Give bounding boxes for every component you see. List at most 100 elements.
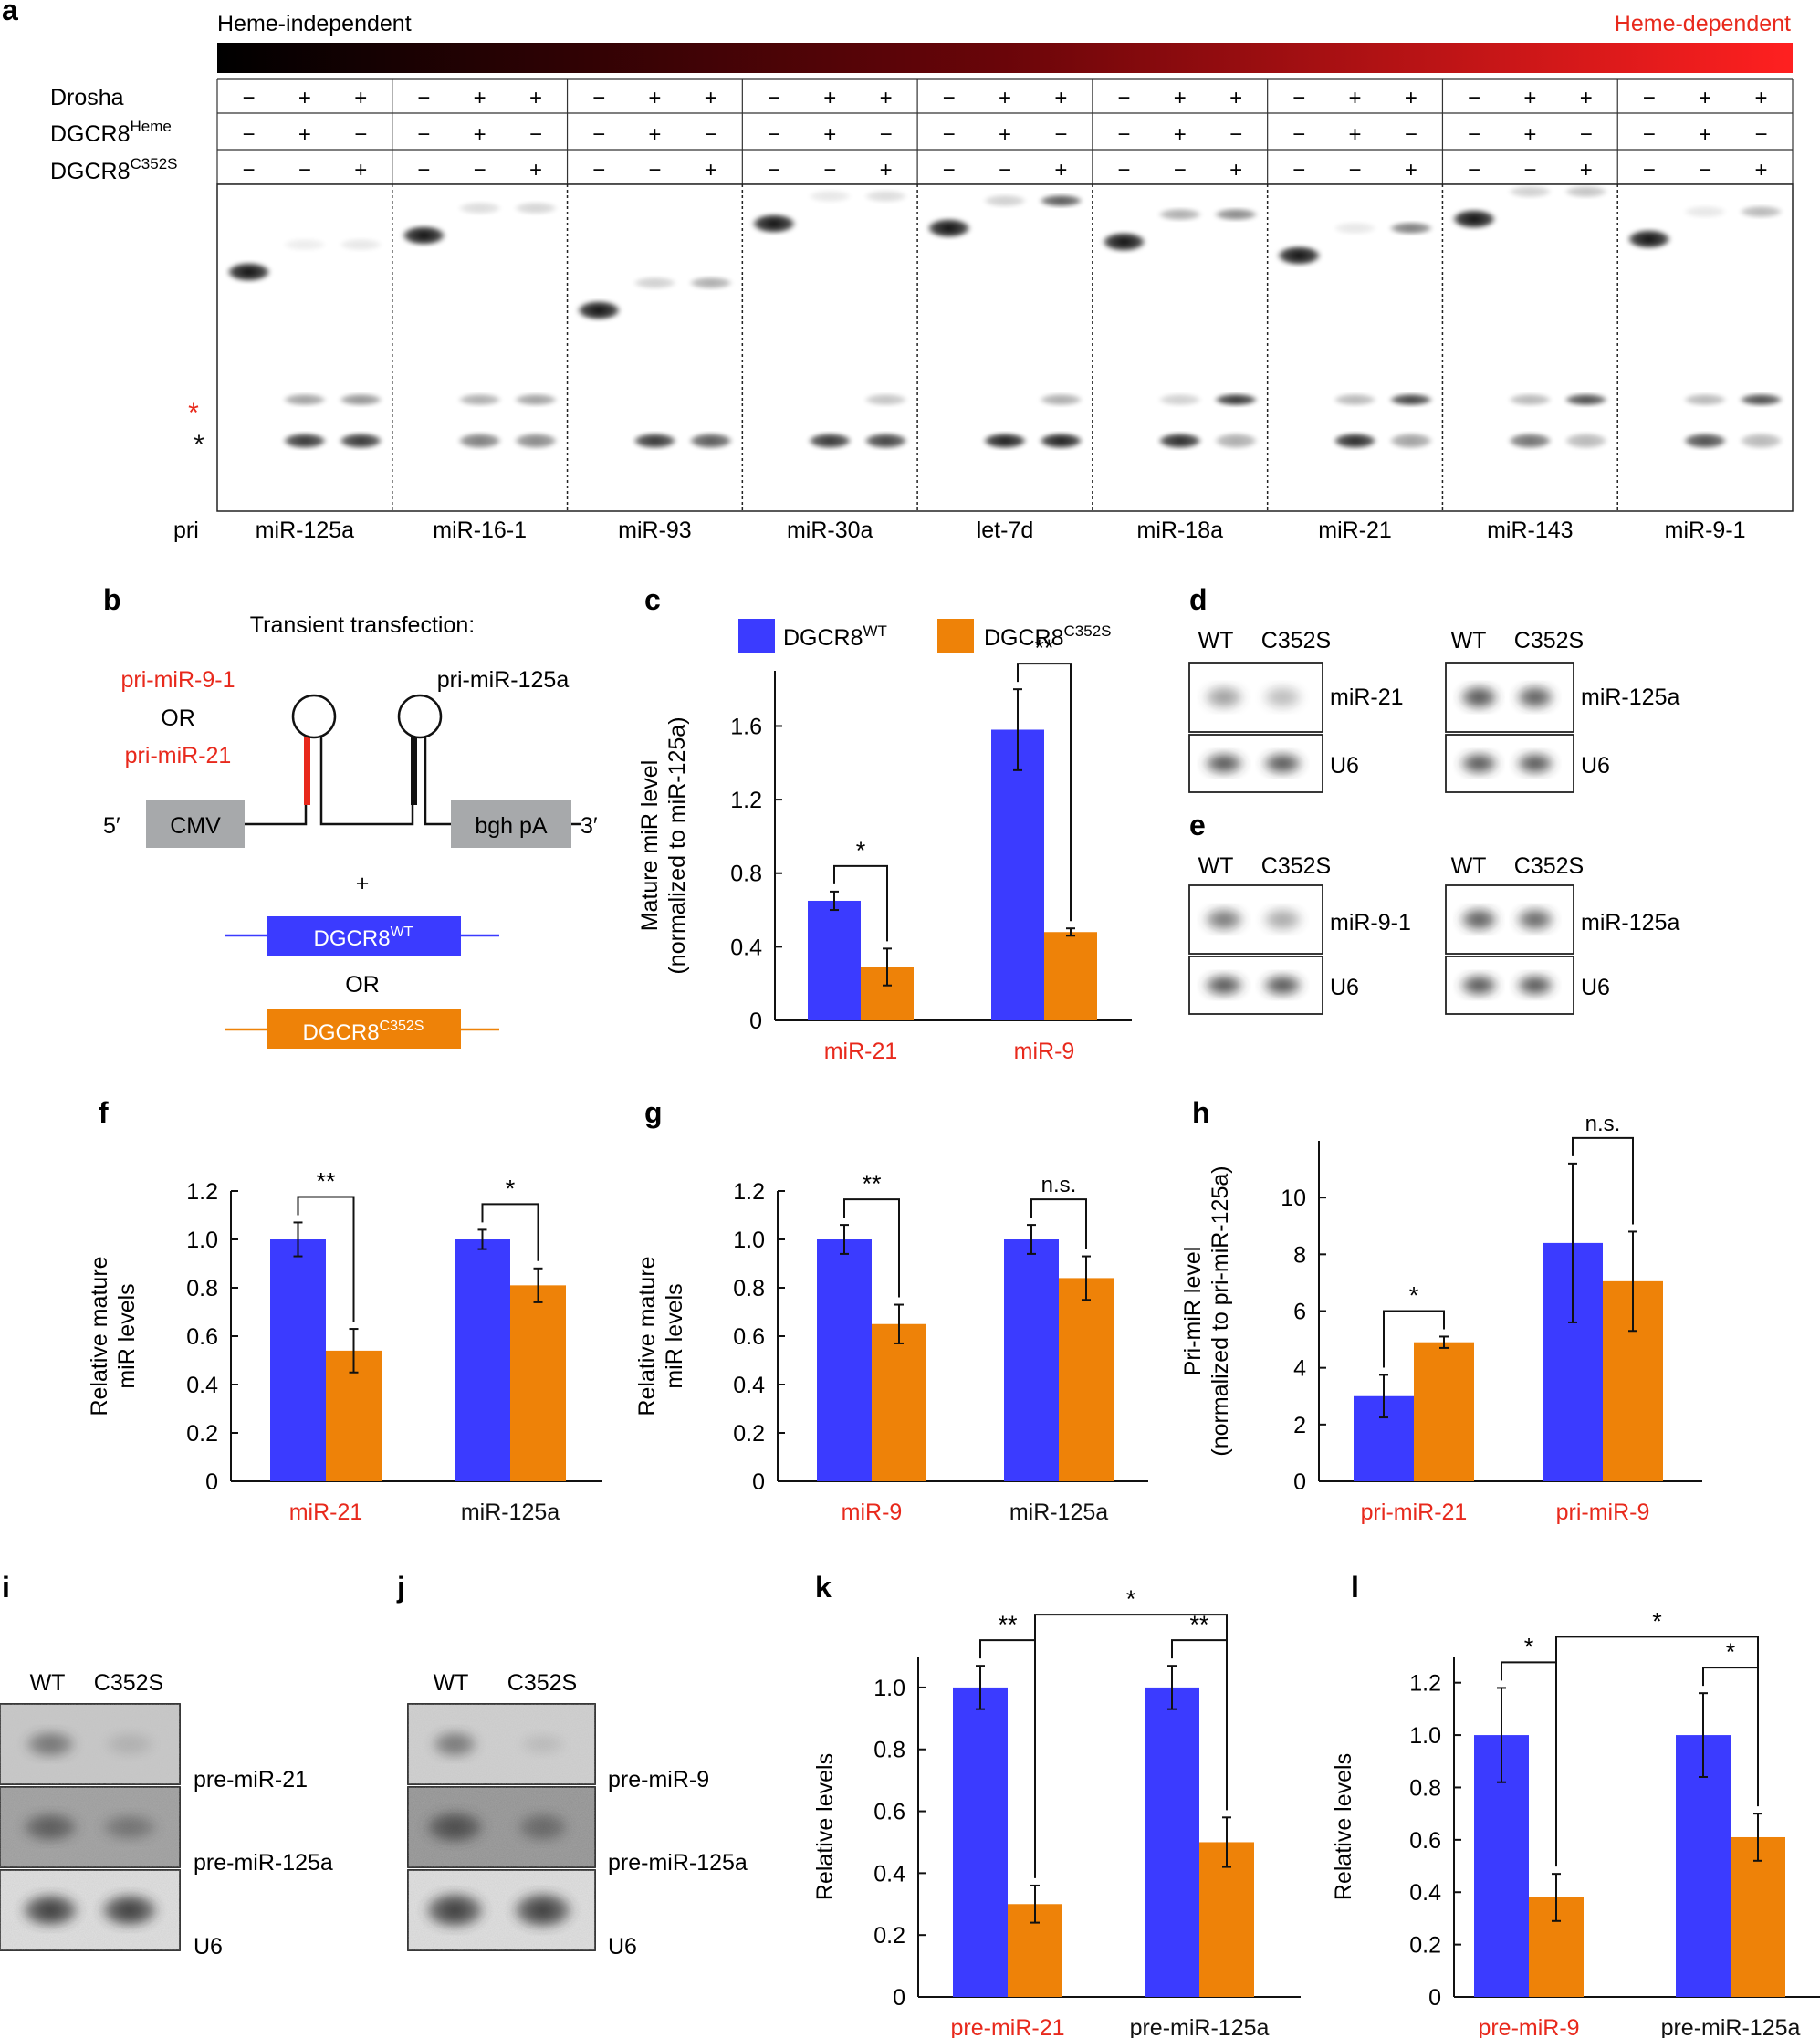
y-tick-label: 0.8 bbox=[730, 862, 762, 887]
e-left-u6-signal bbox=[1260, 972, 1306, 998]
sign-cell: − bbox=[243, 86, 256, 110]
gel-band-top bbox=[1682, 205, 1729, 218]
sig-label: ** bbox=[1034, 634, 1054, 662]
sig-bracket bbox=[979, 1639, 1036, 1878]
sign-cell: − bbox=[592, 122, 605, 147]
sign-cell: − bbox=[243, 122, 256, 147]
gel-band-product bbox=[338, 393, 384, 406]
sig-bracket bbox=[1501, 1661, 1557, 1867]
sign-cell: − bbox=[999, 158, 1011, 183]
j-u6-signal bbox=[508, 1889, 577, 1931]
sig-label: ** bbox=[998, 1611, 1018, 1638]
sign-cell: + bbox=[1174, 122, 1187, 147]
gel-band-pre bbox=[456, 433, 503, 449]
gel-band-product bbox=[1738, 393, 1784, 406]
d-right-mir-label: miR-125a bbox=[1581, 685, 1679, 710]
sign-cell: + bbox=[705, 158, 717, 183]
sign-cell: − bbox=[298, 158, 311, 183]
y-axis-label: Relative levels bbox=[1331, 1753, 1356, 1900]
y-tick-label: 0.4 bbox=[186, 1373, 218, 1398]
gel-band-pre bbox=[1738, 433, 1784, 449]
d-left-u6-signal bbox=[1201, 750, 1247, 777]
bgh-label: bgh pA bbox=[475, 813, 548, 839]
gel-band-top bbox=[687, 277, 734, 289]
sign-cell: + bbox=[354, 86, 367, 110]
sig-label: * bbox=[1652, 1607, 1662, 1635]
bar-mut bbox=[510, 1285, 566, 1481]
sign-cell: − bbox=[474, 158, 486, 183]
sign-cell: + bbox=[1699, 122, 1711, 147]
j-pre125-signal bbox=[421, 1807, 489, 1847]
sign-cell: − bbox=[417, 158, 430, 183]
lane-label: miR-21 bbox=[1318, 517, 1392, 543]
dgcr8-wt-box bbox=[267, 916, 461, 956]
bar-wt bbox=[953, 1687, 1008, 1997]
pri-mir-9-1-label: pri-miR-9-1 bbox=[121, 667, 235, 693]
gel-band-product bbox=[513, 393, 559, 406]
sign-cell: + bbox=[1229, 86, 1242, 110]
sign-cell: + bbox=[648, 86, 661, 110]
sign-cell: + bbox=[1523, 86, 1536, 110]
bar-mut bbox=[1044, 932, 1097, 1020]
sign-cell: − bbox=[1468, 86, 1480, 110]
sign-cell: − bbox=[943, 86, 956, 110]
sign-cell: − bbox=[1054, 122, 1067, 147]
three-prime-label: 3′ bbox=[581, 813, 598, 839]
bar-wt bbox=[808, 900, 861, 1020]
sign-cell: + bbox=[1754, 86, 1767, 110]
category-label: pre-miR-21 bbox=[950, 2015, 1064, 2038]
dgcr8-mut-label: DGCR8C352S bbox=[303, 1019, 424, 1045]
legend-mut-swatch bbox=[937, 619, 974, 653]
j-mut: C352S bbox=[507, 1670, 577, 1696]
bar-mut bbox=[1731, 1836, 1785, 1997]
panel-letter-a: a bbox=[2, 0, 18, 26]
gel-band-top bbox=[1101, 232, 1147, 252]
y-tick-label: 1.2 bbox=[186, 1179, 218, 1205]
sign-cell: − bbox=[592, 158, 605, 183]
bar-mut bbox=[1059, 1278, 1114, 1481]
i-wt: WT bbox=[30, 1670, 66, 1696]
gel-band-product bbox=[1332, 393, 1378, 406]
sig-label: ** bbox=[1189, 1611, 1209, 1638]
sign-cell: − bbox=[1643, 158, 1656, 183]
y-tick-label: 0 bbox=[205, 1469, 218, 1495]
d-right-mut: C352S bbox=[1514, 628, 1584, 653]
sign-cell: + bbox=[1699, 86, 1711, 110]
panel-c: c DGCR8WT DGCR8C352S bbox=[644, 583, 1112, 653]
sign-cell: − bbox=[768, 158, 780, 183]
gel-band-pre bbox=[687, 433, 734, 449]
i-pre-signal bbox=[21, 1728, 79, 1761]
y-tick-label: 0.6 bbox=[186, 1324, 218, 1350]
sign-cell: + bbox=[1054, 158, 1067, 183]
black-hairpin-stem bbox=[411, 737, 417, 805]
i-pre125-signal bbox=[97, 1811, 162, 1844]
d-right-u6-signal bbox=[1513, 750, 1557, 777]
y-tick-label: 0.4 bbox=[730, 935, 762, 960]
gel-band-product bbox=[1507, 393, 1553, 406]
gel-band-product bbox=[1156, 393, 1203, 406]
e-right-wt: WT bbox=[1451, 853, 1487, 879]
chart-k: 0 0.2 0.4 0.6 0.8 1.0 Relative levels pre-miR-2… bbox=[812, 1585, 1301, 2038]
j-wt: WT bbox=[434, 1670, 469, 1696]
i-label-2: pre-miR-125a bbox=[194, 1850, 333, 1876]
y-tick-label: 0.8 bbox=[873, 1738, 905, 1763]
bar-wt bbox=[817, 1239, 872, 1481]
y-tick-label: 0 bbox=[752, 1469, 765, 1495]
e-left-u6-label: U6 bbox=[1330, 975, 1359, 1000]
lane-label: miR-16-1 bbox=[433, 517, 527, 543]
gel-band-pre bbox=[1682, 433, 1729, 449]
e-right-u6-signal bbox=[1457, 972, 1501, 998]
gel-band-pre bbox=[1387, 433, 1434, 449]
y-tick-label: 0.4 bbox=[1409, 1880, 1441, 1906]
sign-cell: + bbox=[298, 86, 311, 110]
sig-label: * bbox=[1524, 1633, 1534, 1660]
sign-cell: − bbox=[243, 158, 256, 183]
panel-letter-g: g bbox=[644, 1096, 663, 1129]
category-label: pre-miR-125a bbox=[1130, 2015, 1270, 2038]
y-tick-label: 8 bbox=[1293, 1242, 1306, 1268]
sig-label: * bbox=[1409, 1281, 1419, 1309]
gel-band-top bbox=[807, 190, 853, 203]
category-label: pre-miR-125a bbox=[1661, 2015, 1801, 2038]
gel-frame bbox=[216, 183, 1794, 512]
